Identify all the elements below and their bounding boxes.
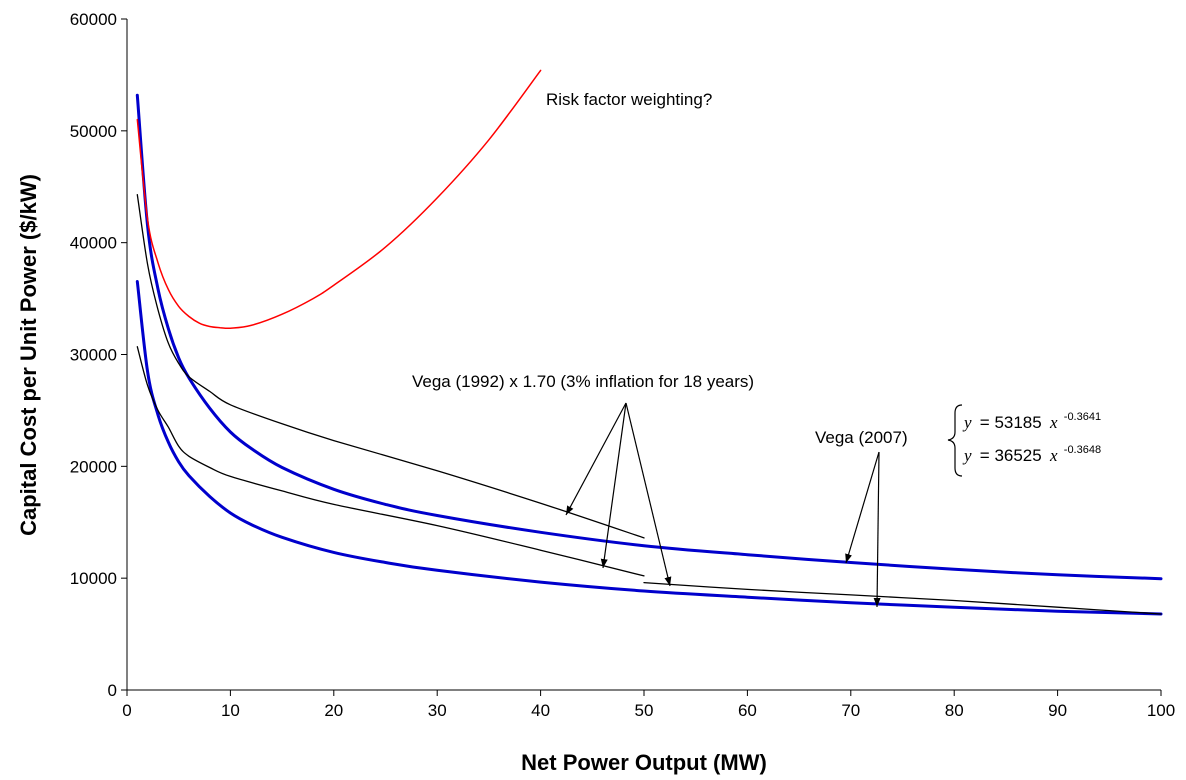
series-lines: [135, 69, 1163, 616]
x-tick-label: 100: [1147, 701, 1175, 720]
vega-1992-arrow-3: [625, 402, 672, 587]
x-tick-label: 30: [428, 701, 447, 720]
x-tick-label: 10: [221, 701, 240, 720]
equation-1: y = 53185 x -0.3641: [962, 411, 1101, 432]
y-axis-title: Capital Cost per Unit Power ($/kW): [16, 174, 41, 536]
axes: [121, 18, 1162, 696]
equation-2: y = 36525 x -0.3648: [962, 444, 1101, 465]
series-line-5: [136, 346, 645, 577]
x-tick-label: 40: [531, 701, 550, 720]
x-tick-label: 50: [635, 701, 654, 720]
vega-2007-label: Vega (2007): [815, 428, 908, 447]
vega-1992-annotation: Vega (1992) x 1.70 (3% inflation for 18 …: [412, 372, 754, 587]
x-tick-label: 90: [1048, 701, 1067, 720]
y-tick-label: 40000: [70, 234, 117, 253]
y-tick-label: 30000: [70, 346, 117, 365]
y-tick-label: 10000: [70, 569, 117, 588]
x-tick-label: 20: [324, 701, 343, 720]
x-axis-title: Net Power Output (MW): [521, 750, 767, 775]
tick-labels: 0 10 20 30 40 50 60 70 80 90 100 0 10000 20000 30000 40…: [70, 10, 1175, 720]
x-tick-label: 80: [945, 701, 964, 720]
risk-factor-label: Risk factor weighting?: [546, 90, 712, 109]
y-tick-label: 0: [108, 681, 117, 700]
series-line-6: [643, 581, 1162, 615]
vega-2007-arrow-2: [873, 451, 881, 608]
series-line-1: [135, 93, 1163, 581]
vega-2007-arrow-1: [845, 451, 880, 564]
x-tick-label: 60: [738, 701, 757, 720]
vega-1992-arrow-1: [565, 402, 627, 516]
series-line-4: [136, 193, 645, 539]
equation-brace: [947, 404, 963, 477]
vega-1992-label: Vega (1992) x 1.70 (3% inflation for 18 …: [412, 372, 754, 391]
risk-annotation: Risk factor weighting?: [546, 90, 712, 109]
y-tick-label: 60000: [70, 10, 117, 29]
fit-equations: y = 53185 x -0.3641 y = 36525 x -0.3648: [947, 404, 1101, 477]
y-tick-label: 50000: [70, 122, 117, 141]
vega-1992-arrow-2: [600, 402, 627, 569]
x-tick-label: 70: [841, 701, 860, 720]
y-tick-label: 20000: [70, 457, 117, 476]
vega-2007-annotation: Vega (2007): [815, 428, 908, 608]
series-line-3: [136, 69, 542, 330]
x-tick-label: 0: [122, 701, 131, 720]
